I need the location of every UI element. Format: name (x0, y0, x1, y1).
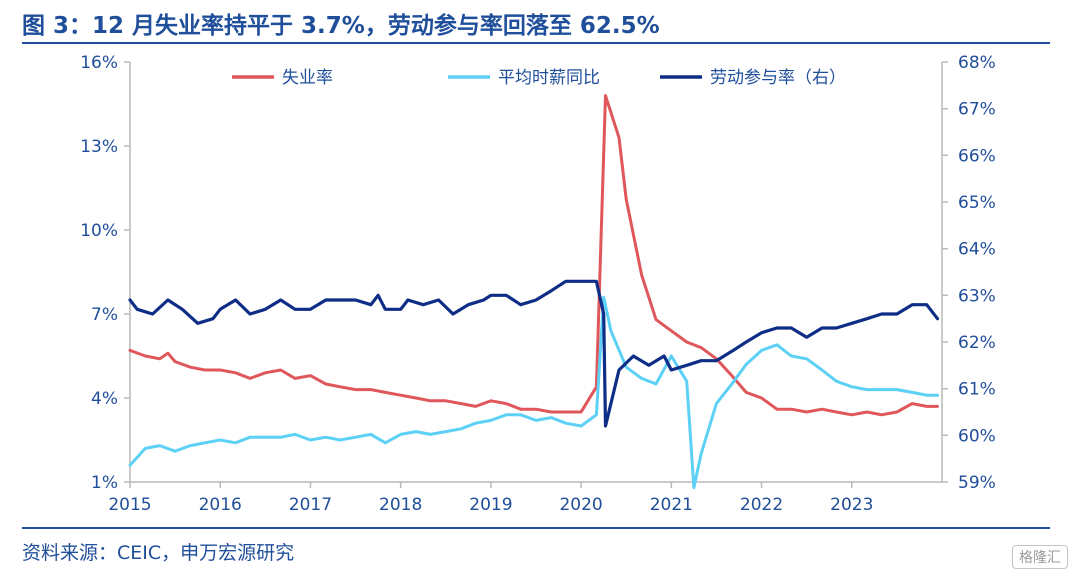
x-tick-label: 2023 (830, 495, 873, 515)
y-left-tick-label: 1% (91, 473, 118, 493)
chart-title: 图 3：12 月失业率持平于 3.7%，劳动参与率回落至 62.5% (22, 13, 660, 39)
legend-label-2: 平均时薪同比 (498, 68, 600, 88)
y-right-tick-label: 62% (958, 333, 996, 353)
y-left-tick-label: 16% (80, 53, 118, 73)
y-left-tick-label: 10% (80, 221, 118, 241)
watermark-logo: 格隆汇 (1012, 545, 1068, 569)
series-line-3 (128, 279, 940, 428)
series-line-2 (128, 295, 939, 490)
title-rule (22, 42, 1050, 44)
x-tick-label: 2019 (469, 495, 512, 515)
series-lines (128, 94, 940, 490)
y-right-tick-label: 65% (958, 193, 996, 213)
y-right-tick-label: 67% (958, 100, 996, 120)
x-tick-label: 2016 (199, 495, 242, 515)
axes: 1% 4% 7% 10% 13% 16% 59% 60% 61% 62% 63% 64% 65% 66% 6… (80, 53, 996, 515)
y-left-tick-label: 13% (80, 137, 118, 157)
y-right-tick-label: 61% (958, 380, 996, 400)
source-rule (22, 527, 1050, 529)
source-note: 资料来源：CEIC，申万宏源研究 (22, 542, 295, 564)
x-tick-label: 2018 (379, 495, 422, 515)
x-tick-label: 2017 (289, 495, 332, 515)
legend: 失业率 平均时薪同比 劳动参与率（右） (232, 68, 846, 88)
x-tick-label: 2022 (740, 495, 783, 515)
y-right-tick-label: 66% (958, 146, 996, 166)
legend-label-1: 失业率 (282, 68, 333, 88)
y-left-tick-label: 4% (91, 389, 118, 409)
x-tick-label: 2021 (650, 495, 693, 515)
y-left-tick-label: 7% (91, 305, 118, 325)
y-right-tick-label: 64% (958, 240, 996, 260)
x-tick-label: 2015 (108, 495, 151, 515)
x-tick-label: 2020 (559, 495, 602, 515)
series-line-1 (128, 94, 939, 417)
legend-label-3: 劳动参与率（右） (710, 68, 846, 88)
y-right-tick-label: 63% (958, 286, 996, 306)
y-right-tick-label: 68% (958, 53, 996, 73)
y-right-tick-label: 59% (958, 473, 996, 493)
y-right-tick-label: 60% (958, 426, 996, 446)
